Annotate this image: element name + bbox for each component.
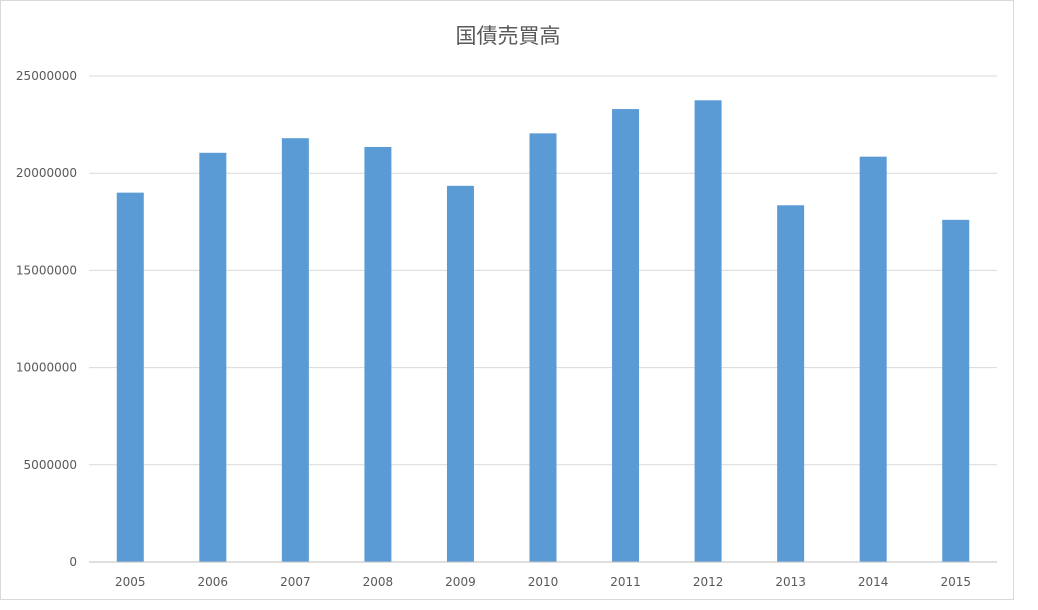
bar-2008 [364, 146, 392, 562]
y-tick-label: 0 [69, 555, 77, 569]
x-tick-label: 2008 [363, 575, 394, 589]
x-tick-label: 2012 [693, 575, 724, 589]
chart-svg: 国債売買高 0 5000000 10000000 15000000 20000000 25… [16, 24, 997, 589]
x-tick-label: 2013 [775, 575, 806, 589]
bar-2010 [529, 133, 557, 562]
x-tick-label: 2010 [528, 575, 559, 589]
x-tick-label: 2005 [115, 575, 146, 589]
bars [116, 100, 970, 563]
y-tick-label: 5000000 [24, 458, 77, 472]
x-tick-label: 2009 [445, 575, 476, 589]
bar-2006 [199, 152, 227, 562]
bar-2013 [777, 205, 805, 562]
x-tick-label: 2015 [940, 575, 971, 589]
bar-2007 [281, 138, 309, 562]
chart-frame: 国債売買高 0 5000000 10000000 15000000 20000000 25… [0, 0, 1014, 600]
bar-2014 [859, 156, 887, 562]
x-tick-label: 2007 [280, 575, 311, 589]
chart-title: 国債売買高 [456, 24, 561, 48]
y-tick-label: 25000000 [16, 69, 77, 83]
bar-2005 [116, 192, 144, 562]
x-axis-ticks: 2005 2006 2007 2008 2009 2010 2011 2012 2013 2014… [115, 575, 971, 589]
bar-2015 [942, 219, 970, 562]
bar-2011 [612, 109, 640, 562]
x-tick-label: 2006 [198, 575, 229, 589]
bar-2009 [446, 185, 474, 562]
bar-2012 [694, 100, 722, 563]
x-tick-label: 2014 [858, 575, 889, 589]
y-axis-ticks: 0 5000000 10000000 15000000 20000000 25000000 [16, 69, 77, 569]
y-tick-label: 20000000 [16, 166, 77, 180]
y-tick-label: 15000000 [16, 263, 77, 277]
x-tick-label: 2011 [610, 575, 641, 589]
y-tick-label: 10000000 [16, 361, 77, 375]
